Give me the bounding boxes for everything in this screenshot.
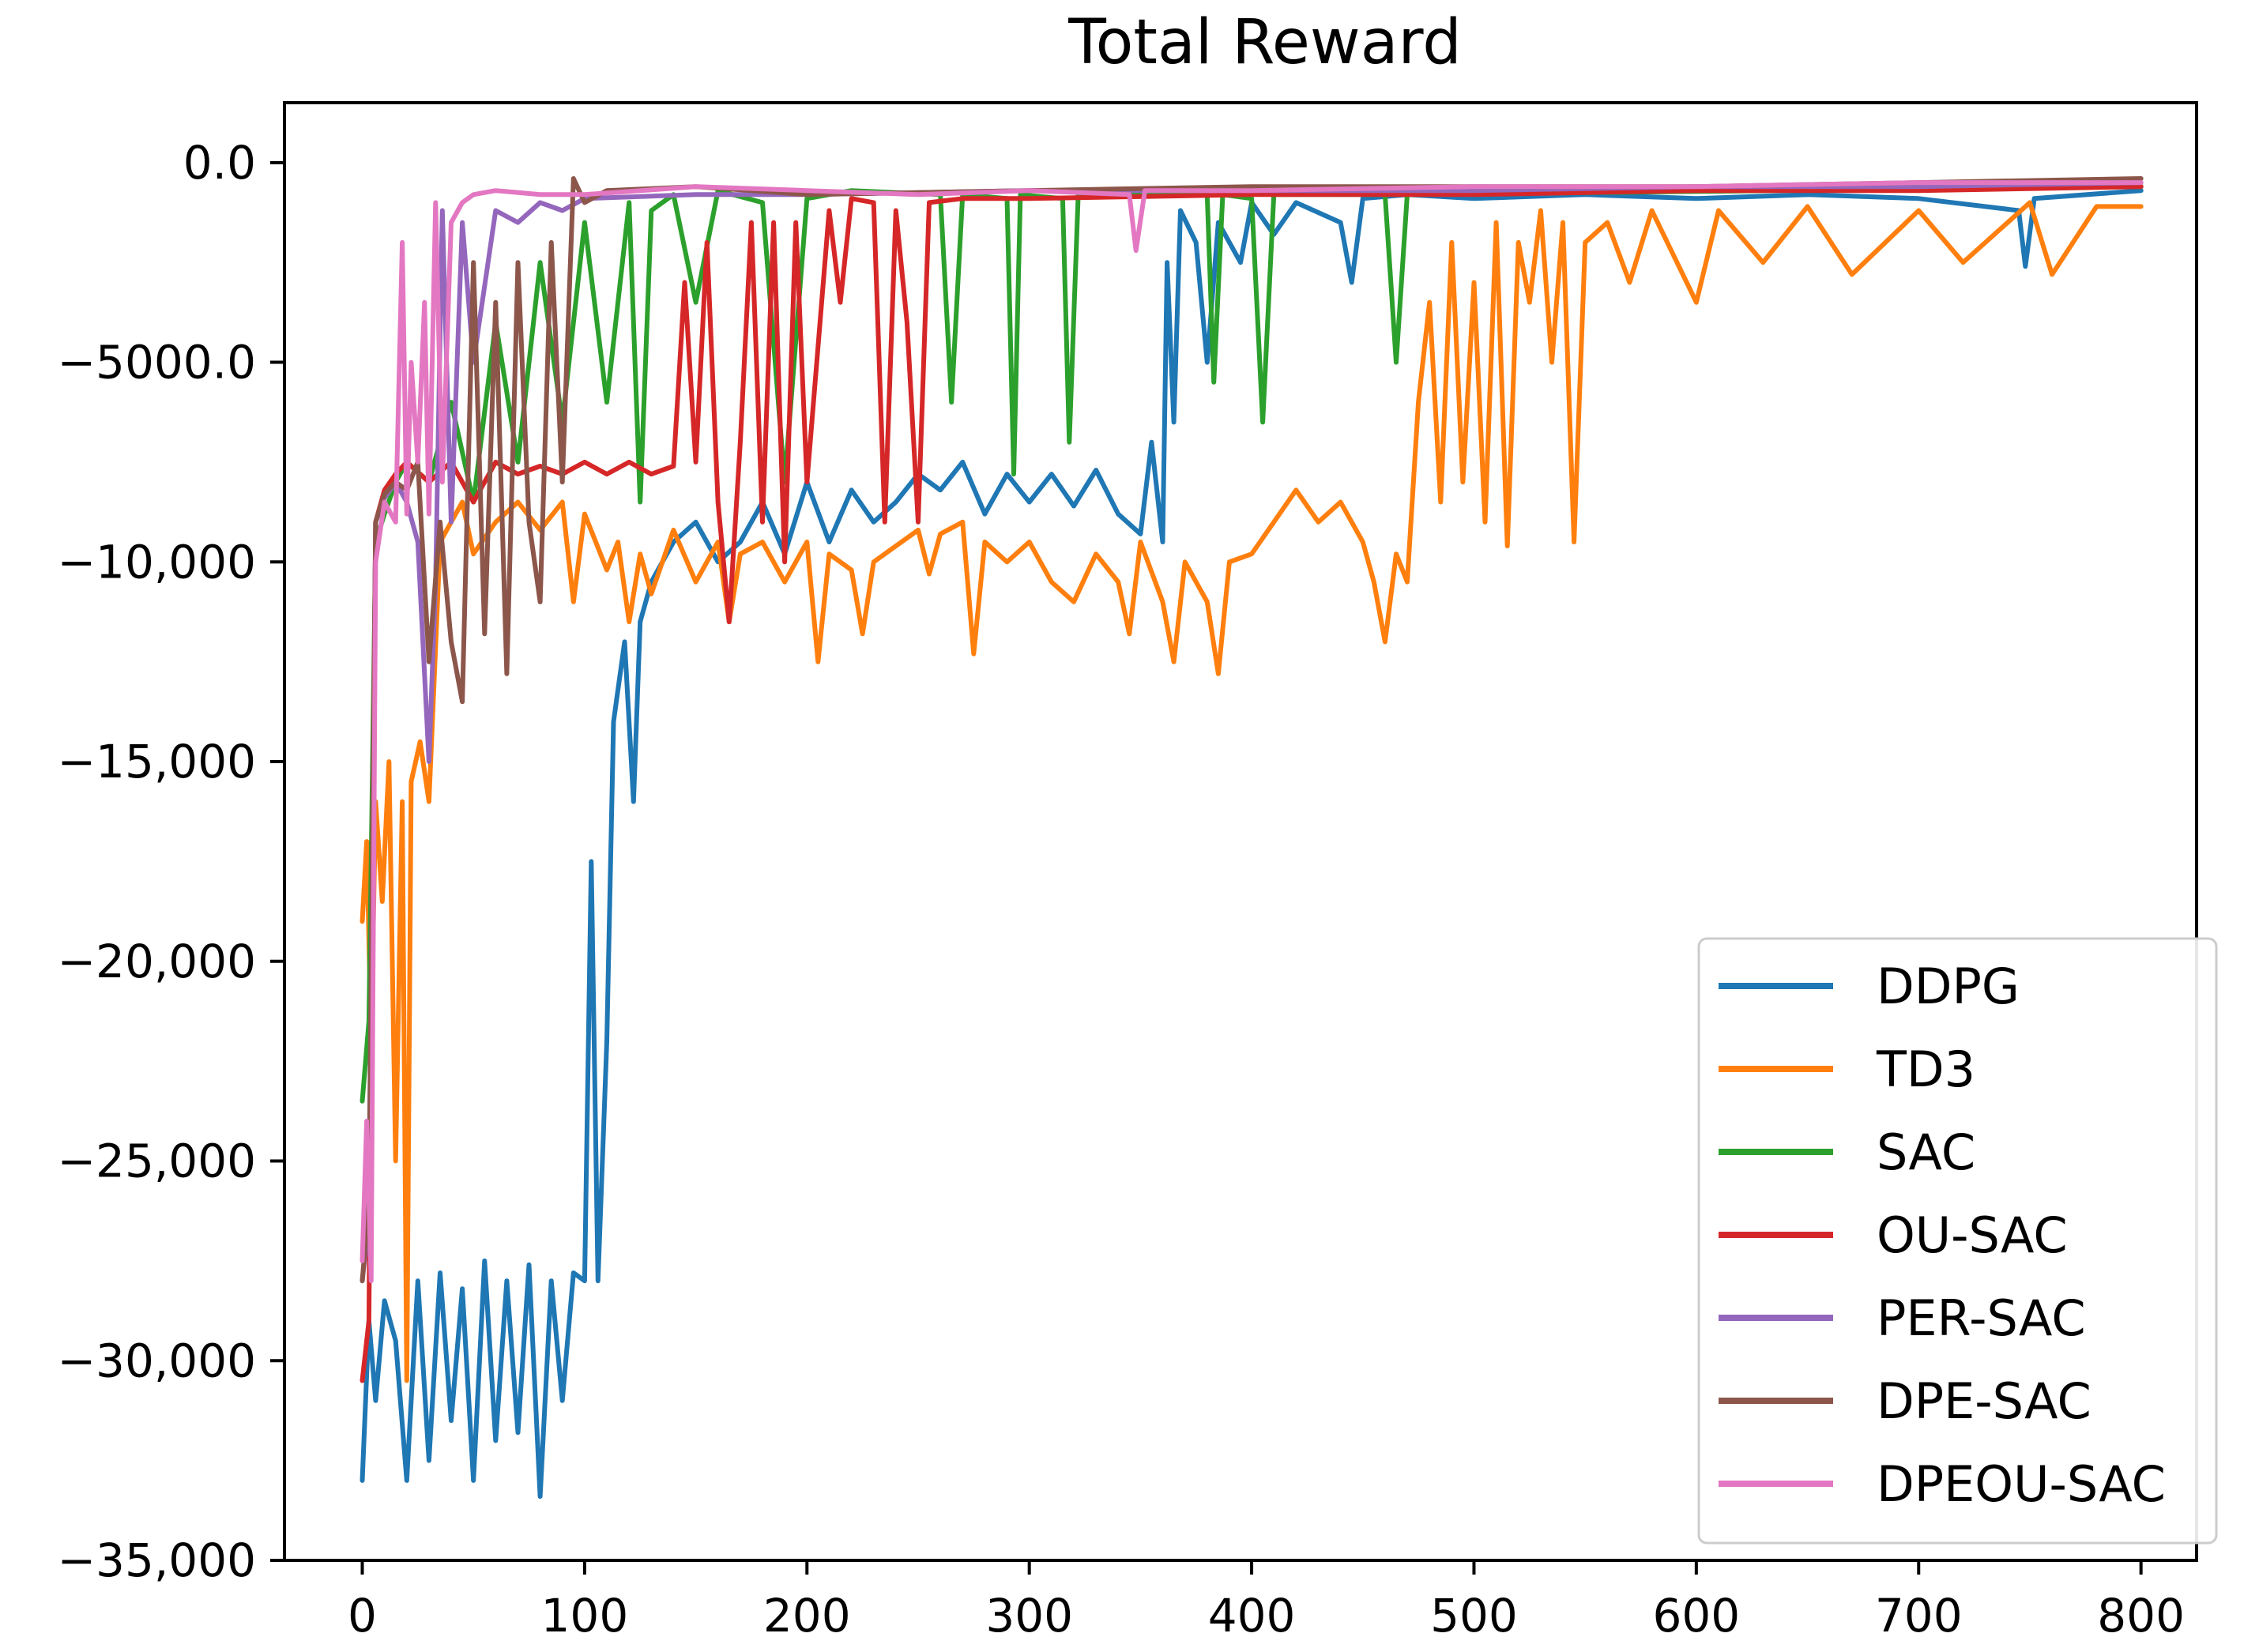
x-tick-label: 300 <box>985 1589 1073 1643</box>
x-tick-label: 200 <box>763 1589 851 1643</box>
chart-title: Total Reward <box>1067 7 1461 78</box>
x-tick-label: 600 <box>1653 1589 1741 1643</box>
legend-label-per-sac: PER-SAC <box>1877 1289 2086 1347</box>
legend-label-ou-sac: OU-SAC <box>1877 1206 2068 1264</box>
x-tick-label: 100 <box>541 1589 629 1643</box>
series-line-ou-sac <box>360 184 2144 1383</box>
x-tick-label: 500 <box>1430 1589 1518 1643</box>
series-line-td3 <box>360 200 2144 1383</box>
series-line-dpeou-sac <box>360 180 2144 1284</box>
plot-area-frame <box>283 101 2198 1562</box>
series-layer <box>360 176 2144 1500</box>
legend-label-dpeou-sac: DPEOU-SAC <box>1877 1455 2166 1513</box>
legend-label-sac: SAC <box>1877 1123 1975 1181</box>
x-tick-label: 400 <box>1208 1589 1296 1643</box>
x-tick-label: 700 <box>1875 1589 1963 1643</box>
legend-box <box>1697 937 2218 1545</box>
legend: DDPG TD3 SAC OU-SAC PER-SAC DPE-SAC DPEOU-SAC <box>1697 937 2218 1545</box>
y-tick-label: 0.0 <box>183 136 256 190</box>
x-tick-label: 0 <box>348 1589 377 1643</box>
y-tick-label: −25,000 <box>57 1135 256 1188</box>
series-line-ddpg <box>360 188 2144 1500</box>
y-tick-label: −20,000 <box>57 935 256 988</box>
y-tick-label: −10,000 <box>57 535 256 589</box>
legend-label-td3: TD3 <box>1876 1040 1975 1098</box>
legend-label-dpe-sac: DPE-SAC <box>1877 1372 2091 1430</box>
legend-label-ddpg: DDPG <box>1877 958 2020 1015</box>
y-tick-label: −35,000 <box>57 1533 256 1587</box>
y-axis: 0.0 −5000.0 −10,000 −15,000 −20,000 −25,000 −3… <box>57 136 284 1587</box>
y-tick-label: −15,000 <box>57 735 256 788</box>
y-tick-label: −5000.0 <box>57 336 256 389</box>
x-axis: 0 100 200 300 400 500 600 700 800 <box>348 1560 2185 1643</box>
y-tick-label: −30,000 <box>57 1334 256 1387</box>
x-tick-label: 800 <box>2097 1589 2185 1643</box>
